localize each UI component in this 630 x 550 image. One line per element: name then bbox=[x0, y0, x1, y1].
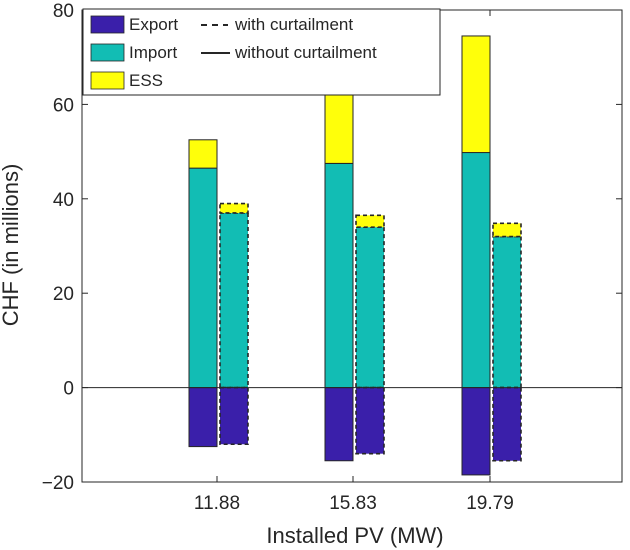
bar-export-with-curtailment-19-79 bbox=[492, 386, 522, 462]
legend-label-with-curtailment: with curtailment bbox=[234, 15, 353, 34]
legend-swatch-export bbox=[90, 15, 125, 34]
bar-ess-with-curtailment-15-83 bbox=[355, 214, 385, 228]
x-tick-label: 15.83 bbox=[329, 493, 377, 514]
legend-label-import: Import bbox=[129, 43, 177, 62]
y-tick-label: 60 bbox=[53, 95, 74, 116]
y-tick-label: 0 bbox=[63, 379, 74, 400]
bar-import-with-curtailment-11-88 bbox=[219, 212, 249, 389]
legend-swatch-import bbox=[90, 43, 125, 62]
bar-import-without-curtailment-19-79 bbox=[461, 152, 491, 389]
bar-import-with-curtailment-19-79 bbox=[492, 235, 522, 389]
bar-export-with-curtailment-15-83 bbox=[355, 386, 385, 455]
legend-box bbox=[82, 8, 441, 96]
legend-label-without-curtailment: without curtailment bbox=[234, 43, 377, 62]
bars-layer bbox=[188, 35, 522, 476]
bar-import-without-curtailment-11-88 bbox=[188, 167, 218, 389]
y-tick-label: 40 bbox=[53, 190, 74, 211]
x-tick-label: 19.79 bbox=[466, 493, 514, 514]
bar-ess-without-curtailment-11-88 bbox=[188, 139, 218, 169]
legend-label-ess: ESS bbox=[129, 71, 163, 90]
legend-label-export: Export bbox=[129, 15, 178, 34]
y-tick-label: −20 bbox=[42, 473, 74, 494]
bar-import-with-curtailment-15-83 bbox=[355, 226, 385, 389]
y-axis-title: CHF (in millions) bbox=[0, 164, 23, 327]
bar-export-without-curtailment-11-88 bbox=[188, 387, 218, 448]
axes-layer: −20 0 20 40 60 80 11.88 15.83 19.79 bbox=[42, 1, 623, 514]
bar-export-with-curtailment-11-88 bbox=[219, 386, 249, 446]
bar-export-without-curtailment-19-79 bbox=[461, 387, 491, 476]
bar-import-without-curtailment-15-83 bbox=[324, 162, 354, 389]
bar-ess-without-curtailment-19-79 bbox=[461, 35, 491, 154]
bar-ess-with-curtailment-11-88 bbox=[219, 202, 249, 214]
x-axis-title: Installed PV (MW) bbox=[266, 523, 443, 548]
bar-ess-with-curtailment-19-79 bbox=[492, 222, 522, 238]
x-tick-label: 11.88 bbox=[194, 493, 240, 514]
legend: Export Import ESS with curtailment witho… bbox=[82, 8, 441, 96]
bar-export-without-curtailment-15-83 bbox=[324, 387, 354, 462]
y-tick-label: 80 bbox=[53, 1, 74, 22]
y-tick-label: 20 bbox=[53, 284, 74, 305]
legend-swatch-ess bbox=[90, 71, 125, 90]
bar-ess-without-curtailment-15-83 bbox=[324, 93, 354, 164]
